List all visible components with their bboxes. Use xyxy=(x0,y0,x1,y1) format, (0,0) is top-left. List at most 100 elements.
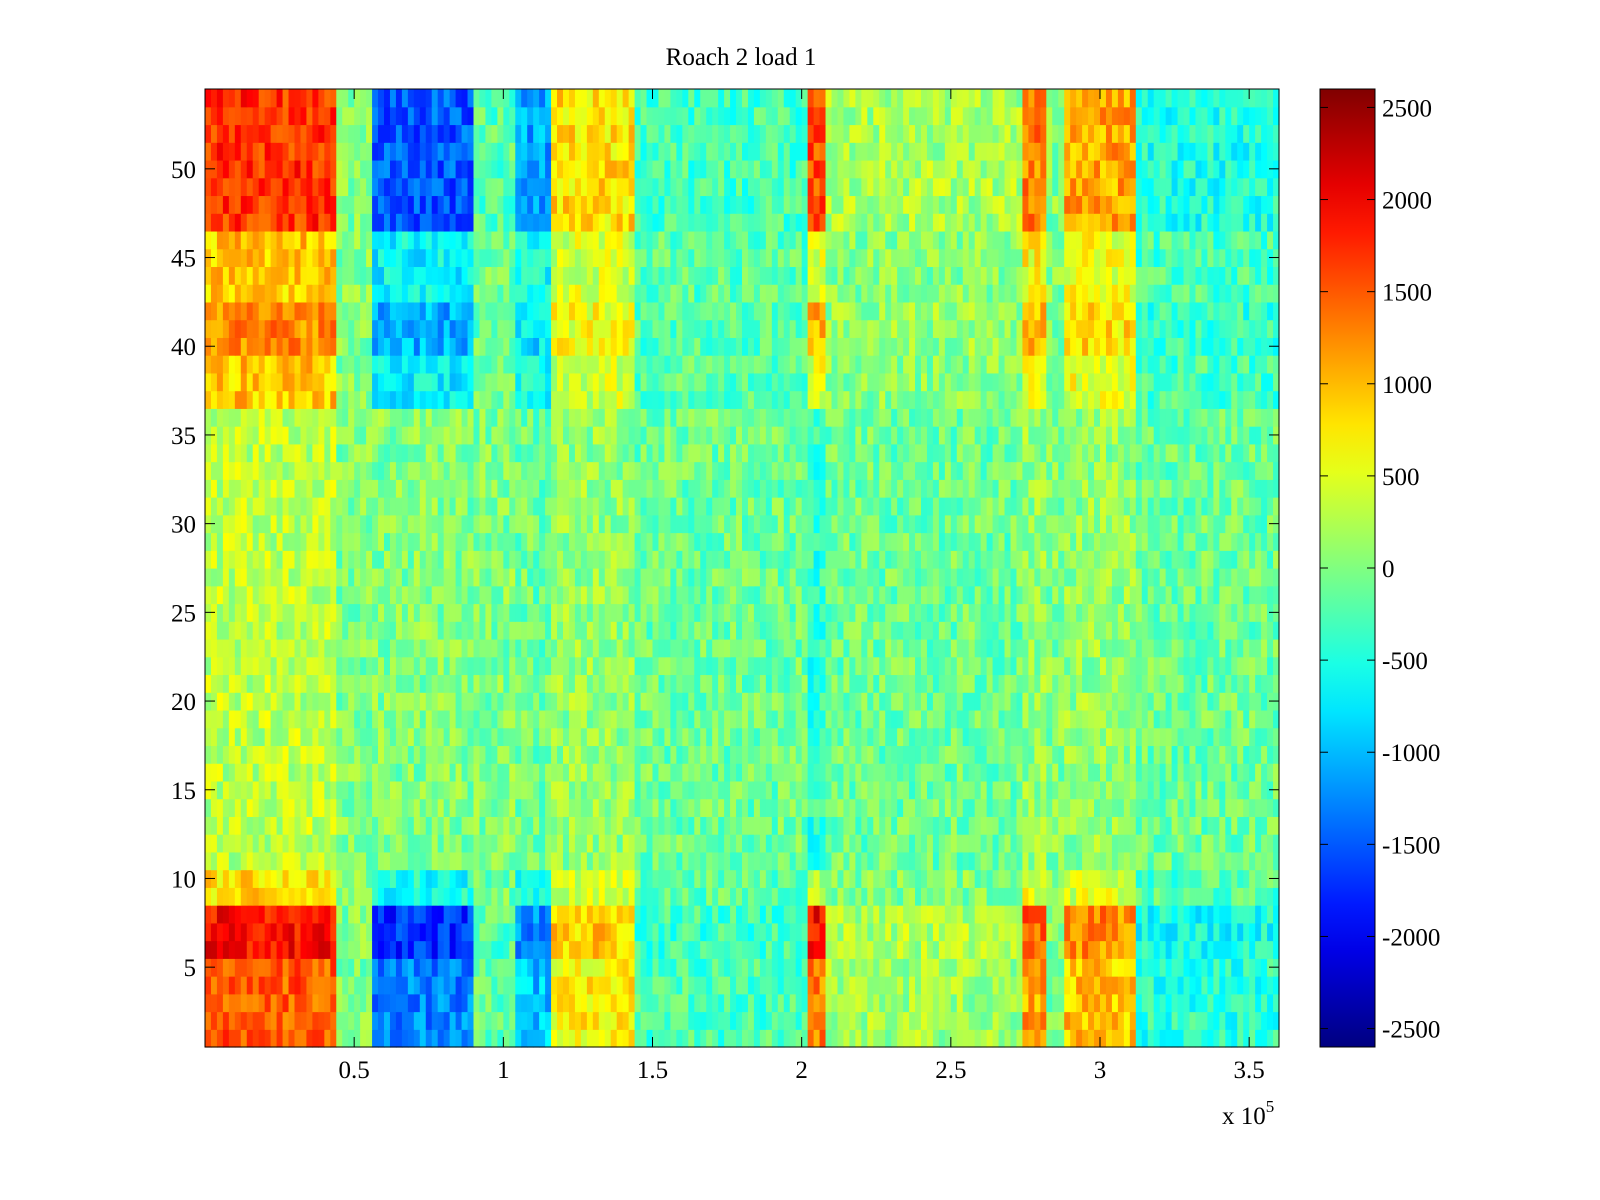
heatmap-cell xyxy=(252,568,260,587)
heatmap-cell xyxy=(789,976,797,995)
heatmap-cell xyxy=(413,993,421,1013)
heatmap-cell xyxy=(1076,798,1083,817)
heatmap-cell xyxy=(1070,905,1077,924)
heatmap-cell xyxy=(348,1029,355,1048)
heatmap-cell xyxy=(640,674,648,693)
heatmap-cell xyxy=(867,798,874,817)
heatmap-cell xyxy=(622,976,630,995)
heatmap-cell xyxy=(1111,763,1119,782)
heatmap-cell xyxy=(461,976,469,995)
heatmap-cell xyxy=(1100,869,1107,888)
heatmap-cell xyxy=(789,869,797,888)
heatmap-cell xyxy=(1183,568,1191,587)
heatmap-cell xyxy=(1171,834,1179,853)
heatmap-cell xyxy=(1094,621,1101,640)
heatmap-cell xyxy=(491,621,498,640)
heatmap-cell xyxy=(974,550,982,569)
heatmap-cell xyxy=(694,603,701,622)
heatmap-cell xyxy=(1207,798,1214,817)
heatmap-cell xyxy=(449,834,457,853)
heatmap-cell xyxy=(1189,851,1197,871)
heatmap-cell xyxy=(276,993,284,1013)
heatmap-cell xyxy=(1219,656,1226,676)
heatmap-cell xyxy=(1082,976,1089,995)
heatmap-cell xyxy=(944,851,952,871)
heatmap-cell xyxy=(980,887,988,906)
heatmap-cell xyxy=(956,1011,964,1030)
heatmap-cell xyxy=(1153,745,1161,764)
heatmap-cell xyxy=(801,887,809,906)
heatmap-cell xyxy=(515,940,522,959)
heatmap-cell xyxy=(903,550,910,569)
heatmap-cell xyxy=(1111,585,1119,605)
heatmap-cell xyxy=(956,550,964,569)
heatmap-cell xyxy=(276,727,284,747)
heatmap-cell xyxy=(455,958,463,977)
heatmap-cell xyxy=(419,780,427,800)
heatmap-cell xyxy=(730,692,737,711)
heatmap-cell xyxy=(1010,1011,1018,1030)
heatmap-cell xyxy=(234,834,242,853)
heatmap-cell xyxy=(1052,1011,1059,1030)
heatmap-cell xyxy=(688,940,695,959)
heatmap-cell xyxy=(1088,798,1095,817)
heatmap-cell xyxy=(855,869,862,888)
heatmap-cell xyxy=(216,958,224,977)
heatmap-cell xyxy=(1129,816,1137,835)
heatmap-cell xyxy=(831,940,839,959)
heatmap-cell xyxy=(980,993,988,1013)
heatmap-cell xyxy=(479,869,487,888)
heatmap-cell xyxy=(1243,798,1250,817)
heatmap-cell xyxy=(932,851,940,871)
heatmap-cell xyxy=(891,851,898,871)
heatmap-cell xyxy=(676,568,683,587)
heatmap-cell xyxy=(503,692,510,711)
heatmap-cell xyxy=(1129,1029,1137,1048)
heatmap-cell xyxy=(1153,585,1161,605)
heatmap-cell xyxy=(1171,993,1179,1013)
heatmap-cell xyxy=(700,887,707,906)
heatmap-cell xyxy=(1034,976,1041,995)
heatmap-cell xyxy=(885,568,892,587)
heatmap-cell xyxy=(503,727,510,747)
heatmap-cell xyxy=(1052,869,1059,888)
heatmap-cell xyxy=(372,727,379,747)
heatmap-cell xyxy=(258,905,266,924)
heatmap-cell xyxy=(1201,1029,1208,1048)
heatmap-cell xyxy=(521,887,528,906)
heatmap-cell xyxy=(1249,674,1256,693)
heatmap-cell xyxy=(574,727,582,747)
heatmap-cell xyxy=(1237,674,1244,693)
heatmap-cell xyxy=(366,763,373,782)
heatmap-cell xyxy=(240,763,248,782)
heatmap-cell xyxy=(1046,922,1053,942)
heatmap-cell xyxy=(360,958,367,977)
heatmap-cell xyxy=(1201,851,1208,871)
heatmap-cell xyxy=(825,656,833,676)
heatmap-cell xyxy=(801,1029,809,1048)
heatmap-cell xyxy=(205,887,212,906)
heatmap-cell xyxy=(210,993,218,1013)
heatmap-cell xyxy=(897,887,904,906)
heatmap-cell xyxy=(1076,887,1083,906)
heatmap-cell xyxy=(926,887,934,906)
heatmap-cell xyxy=(527,869,534,888)
heatmap-cell xyxy=(586,621,594,640)
heatmap-cell xyxy=(455,780,463,800)
heatmap-cell xyxy=(228,922,236,942)
heatmap-cell xyxy=(425,1029,433,1048)
heatmap-cell xyxy=(712,798,719,817)
heatmap-cell xyxy=(730,834,737,853)
heatmap-cell xyxy=(228,940,236,959)
heatmap-cell xyxy=(551,780,558,800)
heatmap-cell xyxy=(706,887,713,906)
heatmap-cell xyxy=(777,727,785,747)
heatmap-cell xyxy=(1255,727,1262,747)
heatmap-cell xyxy=(1028,1029,1035,1048)
heatmap-cell xyxy=(533,1029,540,1048)
heatmap-cell xyxy=(1129,976,1137,995)
heatmap-cell xyxy=(509,976,516,995)
heatmap-cell xyxy=(336,905,343,924)
heatmap-cell xyxy=(1046,638,1053,658)
heatmap-cell xyxy=(771,656,779,676)
